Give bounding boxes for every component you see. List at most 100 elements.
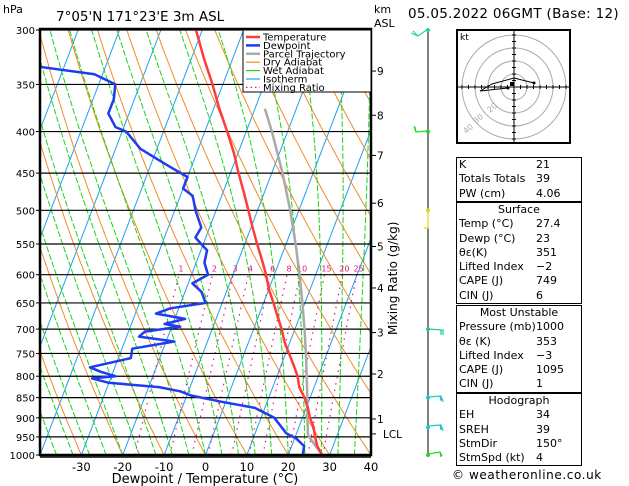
index-value: 353 (536, 334, 557, 348)
index-row: CIN (J) 6 (457, 289, 581, 303)
dry-adiabat-line (302, 30, 371, 161)
wind-level-marker (426, 129, 430, 134)
index-value: 150° (536, 436, 563, 450)
wet-adiabat-line (353, 30, 371, 455)
index-row: Lifted Index −2 (457, 260, 581, 274)
index-row: Lifted Index −3 (457, 349, 581, 363)
wind-profile (410, 28, 444, 458)
hodograph-heading: Hodograph (488, 394, 550, 407)
index-label: Dewp (°C) (459, 231, 516, 245)
pressure-unit-label: hPa (3, 3, 23, 16)
index-value: 34 (536, 408, 550, 422)
isotherm-line (40, 30, 79, 132)
index-row: Pressure (mb) 1000 (457, 320, 581, 334)
legend-label: Mixing Ratio (263, 83, 325, 94)
pressure-tick-label: 500 (16, 206, 35, 217)
mixing-ratio-label: 1 (178, 265, 183, 274)
pressure-tick-label: 350 (16, 80, 35, 91)
storm-motion-marker (510, 82, 514, 86)
parcel-trajectory-line (263, 108, 324, 455)
dry-adiabat-line (97, 30, 289, 455)
index-row: CAPE (J) 1095 (457, 363, 581, 377)
index-label: θε(K) (459, 245, 488, 259)
surface-box: Surface Temp (°C) 27.4 Dewp (°C) 23 θε(K) 351… (456, 202, 582, 305)
plot-frame (38, 27, 373, 457)
wind-level-marker (426, 28, 430, 32)
index-row: StmDir 150° (457, 437, 581, 451)
mixing-ratio-label: 3 (233, 265, 238, 274)
index-label: EH (459, 408, 475, 422)
wind-barb (427, 451, 443, 458)
index-row: θε (K) 353 (457, 335, 581, 349)
index-value: 749 (536, 274, 557, 288)
isotherm-line (329, 345, 371, 455)
index-value: 4.06 (536, 186, 561, 200)
index-label: Lifted Index (459, 260, 524, 274)
index-row: SREH 39 (457, 423, 581, 437)
temperature-tick-label: 30 (322, 460, 337, 474)
pressure-tick-label: 550 (16, 240, 35, 251)
index-value: 4 (536, 451, 543, 465)
height-axis: 9 8 7 6 5 4 3 2 1 LCL (371, 66, 402, 441)
dewpoint-line (40, 65, 306, 455)
index-value: −2 (536, 260, 553, 274)
most-unstable-box: Most Unstable Pressure (mb) 1000 θε (K) 353… (456, 305, 582, 393)
index-value: 1095 (536, 363, 564, 377)
index-label: K (459, 158, 467, 171)
index-row: Dewp (°C) 23 (457, 232, 581, 246)
temperature-tick-label: 20 (281, 460, 296, 474)
pressure-tick-label: 650 (16, 299, 35, 310)
wet-adiabat-line (40, 319, 91, 455)
pressure-tick-label: 800 (16, 372, 35, 383)
wet-adiabat-line (40, 117, 157, 455)
isotherm-line (163, 30, 327, 455)
temperature-tick-label: 40 (364, 460, 379, 474)
pressure-tick-label: 600 (16, 271, 35, 282)
location-title: 7°05'N 171°23'E 3m ASL (56, 9, 225, 25)
wind-barb (427, 424, 444, 432)
pressure-tick-label: 400 (16, 128, 35, 139)
run-date-title: 05.05.2022 06GMT (Base: 12) (408, 6, 619, 22)
legend-label: Dewpoint (263, 41, 311, 52)
wind-level-marker (426, 208, 430, 213)
index-value: 39 (536, 172, 550, 186)
profiles (40, 30, 324, 455)
index-row: CAPE (J) 749 (457, 274, 581, 288)
temperature-axis: -30 -20 -10 0 10 20 30 40 (72, 460, 378, 474)
km-unit-label: km (374, 3, 391, 16)
copyright: © weatheronline.co.uk (452, 468, 602, 482)
dry-adiabat-line (626, 30, 629, 455)
index-row: θε(K) 351 (457, 246, 581, 260)
surface-heading: Surface (498, 203, 540, 216)
index-row: EH 34 (457, 408, 581, 422)
index-value: 27.4 (536, 217, 561, 231)
index-label: StmSpd (kt) (459, 451, 525, 465)
pressure-axis: 300 350 400 450 500 550 600 650 700 750 800 850 900 9… (10, 26, 40, 462)
temperature-tick-label: 10 (240, 460, 255, 474)
index-label: PW (cm) (459, 186, 506, 200)
height-tick-label: 4 (377, 283, 384, 295)
wet-adiabat-line (69, 30, 206, 455)
hodograph-trace (479, 77, 535, 92)
index-row: Totals Totals 39 (457, 172, 581, 186)
pressure-tick-label: 300 (16, 26, 35, 37)
index-label: CAPE (J) (459, 274, 504, 288)
wind-level-marker (426, 453, 430, 457)
mixing-ratio-label: 8 (287, 265, 292, 274)
pressure-tick-label: 950 (16, 433, 35, 444)
most-unstable-heading: Most Unstable (479, 306, 559, 319)
wind-barb (424, 211, 429, 229)
pressure-tick-label: 1000 (10, 451, 35, 462)
legend-box (242, 29, 372, 93)
dry-adiabat-line (596, 30, 629, 455)
isotherm-line (246, 128, 371, 455)
hodograph-box: Hodograph EH 34 SREH 39 StmDir 150° StmSpd (kt… (456, 393, 582, 467)
pressure-tick-label: 850 (16, 394, 35, 405)
wind-barb (427, 328, 444, 335)
height-tick-label: 7 (377, 150, 384, 162)
index-value: 39 (536, 422, 550, 436)
legend-label: Dry Adiabat (263, 58, 322, 69)
index-label: CIN (J) (459, 377, 494, 391)
isotherm-line (40, 30, 120, 240)
